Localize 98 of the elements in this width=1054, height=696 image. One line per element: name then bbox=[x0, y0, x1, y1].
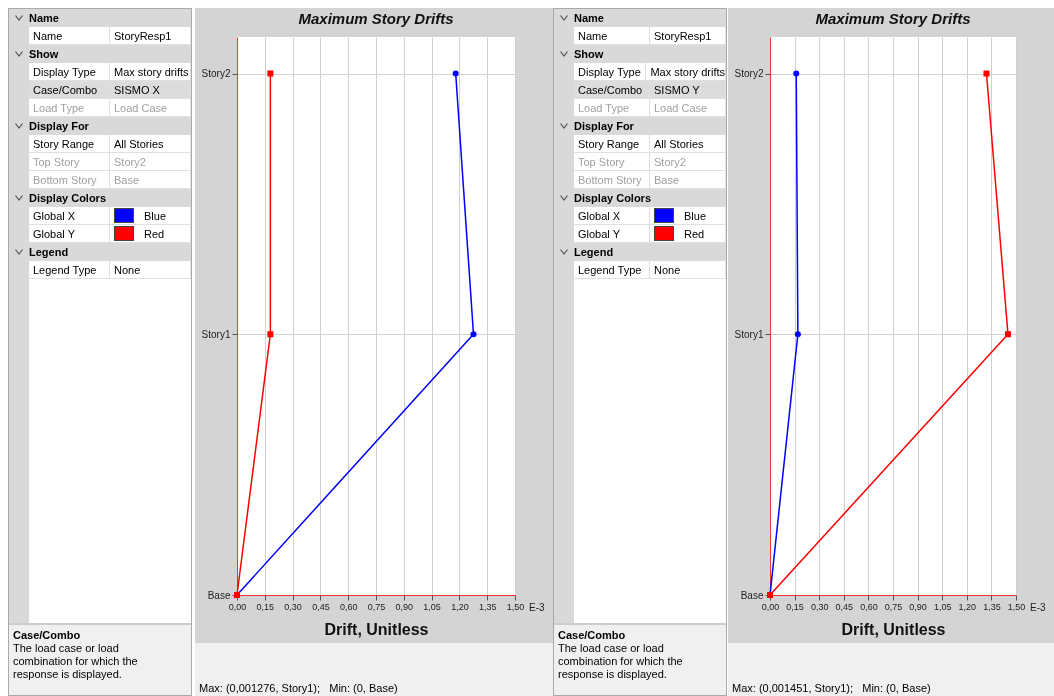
x-tick-label: 1,05 bbox=[423, 601, 441, 612]
x-tick-label: 1,20 bbox=[958, 601, 977, 612]
text: Load Case bbox=[110, 99, 191, 117]
text: E-3 bbox=[529, 602, 545, 613]
text: The load case or load combination for which the response is displayed. bbox=[558, 642, 684, 681]
x-tick-label: 0,00 bbox=[228, 601, 247, 612]
text: Name bbox=[29, 11, 59, 26]
x-tick-label: 1,35 bbox=[478, 601, 497, 612]
text: Legend Type bbox=[29, 261, 110, 279]
text: SISMO Y bbox=[650, 81, 726, 99]
x-tick-label: 1,20 bbox=[451, 601, 469, 612]
text: None bbox=[110, 261, 191, 279]
text: Show bbox=[29, 47, 59, 62]
text: StoryResp1 bbox=[650, 27, 726, 45]
x-tick-label: 1,50 bbox=[1007, 601, 1026, 612]
text: Load Type bbox=[574, 99, 650, 117]
text: Display For bbox=[29, 119, 89, 134]
text: The load case or load combination for which the response is displayed. bbox=[13, 642, 139, 681]
y-tick-label: Story2 bbox=[734, 68, 764, 79]
x-tick-label: 0,75 bbox=[367, 601, 386, 612]
text: None bbox=[650, 261, 726, 279]
point bbox=[267, 70, 274, 77]
point bbox=[452, 70, 459, 77]
x-tick-label: 0,90 bbox=[395, 601, 414, 612]
text: Blue bbox=[684, 208, 707, 224]
text: Global Y bbox=[29, 225, 110, 243]
x-axis-title: Drift, Unitless bbox=[324, 620, 429, 638]
text: Global X bbox=[29, 207, 110, 225]
x-tick-label: 0,30 bbox=[810, 601, 829, 612]
text: Red bbox=[144, 226, 165, 242]
x-tick-label: 0,15 bbox=[256, 601, 275, 612]
text: Legend Type bbox=[574, 261, 650, 279]
y-tick-label: Story1 bbox=[201, 328, 231, 340]
y-tick-label: Base bbox=[207, 589, 231, 601]
x-tick-label: 0,45 bbox=[835, 601, 854, 612]
x-tick-label: 1,50 bbox=[506, 601, 525, 612]
text: Story Range bbox=[29, 135, 110, 153]
point bbox=[1004, 331, 1011, 338]
text: Name bbox=[29, 27, 110, 45]
text: Max: (0,001451, Story1); Min: (0, Base) bbox=[732, 682, 931, 694]
text: StoryResp1 bbox=[110, 27, 191, 45]
y-tick-label: Base bbox=[740, 589, 764, 601]
text: Load Type bbox=[29, 99, 110, 117]
text: Max: (0,001276, Story1); Min: (0, Base) bbox=[199, 682, 398, 694]
text: Top Story bbox=[29, 153, 110, 171]
x-tick-label: 1,05 bbox=[933, 601, 952, 612]
point bbox=[794, 331, 801, 338]
x-tick-label: 0,60 bbox=[860, 601, 878, 612]
text: Top Story bbox=[574, 153, 650, 171]
x-tick-label: 0,75 bbox=[884, 601, 903, 612]
text: Name bbox=[574, 27, 650, 45]
text: Display Colors bbox=[29, 191, 107, 206]
text: Case/Combo bbox=[558, 629, 627, 642]
x-tick-label: 0,60 bbox=[339, 601, 358, 612]
point bbox=[267, 331, 274, 338]
text: Global Y bbox=[574, 225, 650, 243]
chart-title: Maximum Story Drifts bbox=[298, 10, 454, 27]
text: Story Range bbox=[574, 135, 650, 153]
point bbox=[793, 70, 800, 77]
text: Case/Combo bbox=[29, 81, 110, 99]
text: SISMO X bbox=[110, 81, 191, 99]
text: Max story drifts bbox=[110, 63, 191, 81]
x-tick-label: 0,00 bbox=[761, 601, 780, 612]
text: Max story drifts bbox=[646, 63, 726, 81]
x-tick-label: 0,45 bbox=[312, 601, 330, 612]
x-tick-label: 1,35 bbox=[983, 601, 1001, 612]
text: Bottom Story bbox=[574, 171, 650, 189]
point bbox=[470, 331, 477, 338]
text: Legend bbox=[574, 245, 614, 260]
text: Load Case bbox=[650, 99, 726, 117]
text: Show bbox=[574, 47, 604, 62]
text: Legend bbox=[29, 245, 69, 260]
text: Case/Combo bbox=[13, 629, 82, 642]
point bbox=[983, 70, 990, 77]
x-axis-title: Drift, Unitless bbox=[841, 620, 946, 638]
text: Base bbox=[110, 171, 191, 189]
x-tick-label: 0,90 bbox=[909, 601, 927, 612]
text: Story2 bbox=[110, 153, 191, 171]
text: Case/Combo bbox=[574, 81, 650, 99]
text: Base bbox=[650, 171, 726, 189]
text: Global X bbox=[574, 207, 650, 225]
y-tick-label: Story1 bbox=[734, 328, 764, 340]
text: All Stories bbox=[650, 135, 726, 153]
x-tick-label: 0,15 bbox=[786, 601, 804, 612]
text: Display Type bbox=[29, 63, 110, 81]
y-tick-label: Story2 bbox=[201, 68, 231, 79]
text: Name bbox=[574, 11, 604, 26]
text: All Stories bbox=[110, 135, 191, 153]
text: Red bbox=[684, 226, 705, 242]
x-tick-label: 0,30 bbox=[284, 601, 302, 612]
text: Blue bbox=[144, 208, 167, 224]
chart-title: Maximum Story Drifts bbox=[815, 10, 971, 27]
text: E-3 bbox=[1030, 602, 1046, 613]
text: Bottom Story bbox=[29, 171, 110, 189]
text: Display Colors bbox=[574, 191, 652, 206]
text: Display For bbox=[574, 119, 634, 134]
text: Display Type bbox=[574, 63, 647, 81]
text: Story2 bbox=[650, 153, 726, 171]
